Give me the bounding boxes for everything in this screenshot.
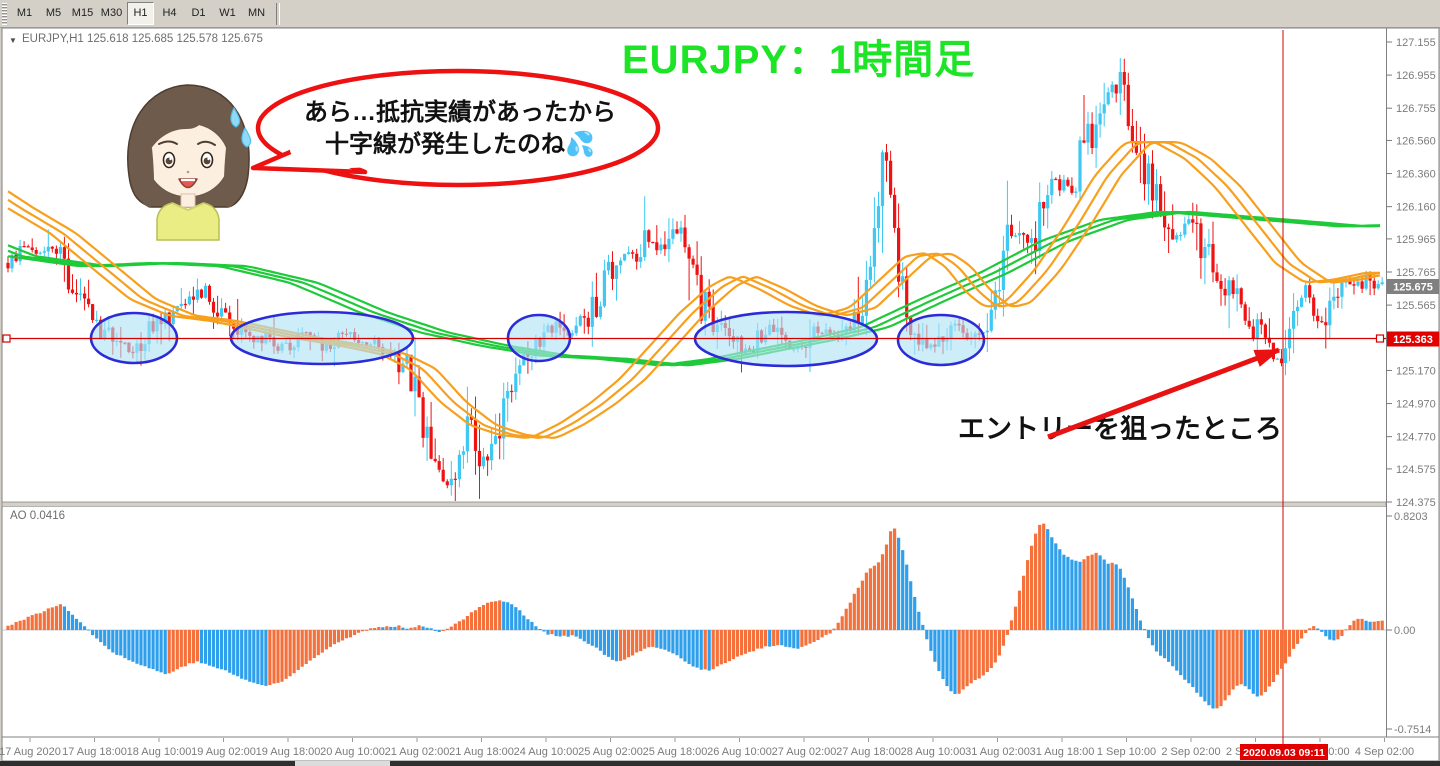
hline-anchor-handle[interactable] (1375, 334, 1385, 343)
time-axis-label: 1 Sep 10:00 (1097, 746, 1156, 758)
price-axis-label: 125.170 (1396, 365, 1436, 377)
svg-text:125.363: 125.363 (1393, 334, 1433, 346)
price-axis-label: 124.970 (1396, 399, 1436, 411)
time-axis-label: 19 Aug 18:00 (256, 746, 321, 758)
ma-fast-line (7, 141, 1381, 439)
window-bottom-edge-segment (295, 761, 390, 766)
bubble-text-line1: あら…抵抗実績があったから (304, 98, 616, 126)
window-bottom-edge (0, 761, 1440, 766)
time-axis-label: 19 Aug 02:00 (191, 746, 256, 758)
ao-axis-label: 0.00 (1394, 625, 1415, 637)
ao-axis-label: 0.8203 (1394, 511, 1428, 523)
price-axis-label: 125.765 (1396, 267, 1436, 279)
timeframe-button-mn[interactable]: MN (247, 7, 266, 19)
speech-bubble: あら…抵抗実績があったから 十字線が発生したのね💦 (250, 68, 661, 188)
price-axis-label: 126.160 (1396, 202, 1436, 214)
time-axis-label: 24 Aug 10:00 (514, 746, 579, 758)
price-axis-label: 125.565 (1396, 300, 1436, 312)
price-axis[interactable]: 127.155 126.955 126.755 126.560 126.360 126.1… (1386, 37, 1436, 736)
price-axis-label: 124.375 (1396, 497, 1436, 509)
ma-slow-line (7, 210, 1381, 367)
time-axis-label: 25 Aug 02:00 (578, 746, 643, 758)
current-price-badge: 125.675 (1387, 279, 1439, 294)
toolbar-separator (276, 2, 280, 25)
ma-slow-line (7, 210, 1381, 367)
timeframe-button-m30[interactable]: M30 (100, 7, 123, 19)
time-axis-label: 21 Aug 02:00 (385, 746, 450, 758)
price-axis-label: 124.575 (1396, 464, 1436, 476)
price-axis-label: 127.155 (1396, 37, 1436, 49)
time-axis-label: 2 Sep 02:00 (1161, 746, 1220, 758)
price-axis-label: 126.360 (1396, 169, 1436, 181)
ao-histogram[interactable] (3, 523, 1386, 709)
time-axis-label: 26 Aug 10:00 (707, 746, 772, 758)
timeframe-button-m15[interactable]: M15 (71, 7, 94, 19)
time-axis-label: 4 Sep 02:00 (1355, 746, 1414, 758)
panel-splitter[interactable] (1, 501, 1387, 508)
entry-arrow (1047, 347, 1281, 440)
time-axis-label: 17 Aug 2020 (0, 746, 61, 758)
timeframe-buttons: M1 M5 M15 M30 H1 H4 D1 W1 MN (11, 2, 272, 25)
price-axis-label: 126.955 (1396, 70, 1436, 82)
symbol-dropdown-icon[interactable]: ▼ (9, 36, 17, 45)
time-axis-label: 20 Aug 10:00 (320, 746, 385, 758)
symbol-ohlc-label: EURJPY,H1 125.618 125.685 125.578 125.67… (22, 33, 263, 45)
time-axis-label: 31 Aug 18:00 (1030, 746, 1095, 758)
crosshair-time-badge: 2020.09.03 09:11 (1240, 744, 1328, 760)
bubble-text-line2: 十字線が発生したのね💦 (325, 128, 595, 158)
ma-fast-line (7, 141, 1381, 439)
ao-indicator-label: AO 0.0416 (10, 510, 65, 522)
time-axis-label: 18 Aug 10:00 (127, 746, 192, 758)
character-illustration (127, 84, 252, 241)
highlight-ellipse (896, 313, 986, 367)
time-axis-label: 28 Aug 10:00 (901, 746, 966, 758)
ao-axis-label: -0.7514 (1394, 724, 1431, 736)
price-axis-label: 124.770 (1396, 432, 1436, 444)
timeframe-button-w1[interactable]: W1 (219, 7, 236, 19)
time-axis-label: 31 Aug 02:00 (965, 746, 1030, 758)
chart-title-overlay: EURJPY：1時間足 (622, 38, 975, 82)
hline-price-badge: 125.363 (1387, 331, 1439, 347)
timeframe-toolbar: M1 M5 M15 M30 H1 H4 D1 W1 MN (0, 0, 1440, 28)
svg-text:2020.09.03 09:11: 2020.09.03 09:11 (1243, 747, 1325, 759)
svg-text:125.675: 125.675 (1393, 282, 1433, 294)
ma-slow-line (7, 210, 1381, 367)
price-axis-label: 126.755 (1396, 103, 1436, 115)
toolbar-grip[interactable] (2, 2, 7, 25)
price-axis-label: 125.965 (1396, 234, 1436, 246)
price-axis-label: 126.560 (1396, 135, 1436, 147)
hline-anchor-handle[interactable] (2, 334, 11, 343)
timeframe-button-d1[interactable]: D1 (191, 7, 206, 19)
time-axis-label: 27 Aug 18:00 (836, 746, 901, 758)
timeframe-button-h1[interactable]: H1 (127, 2, 154, 25)
timeframe-button-h4[interactable]: H4 (162, 7, 177, 19)
time-axis-label: 25 Aug 18:00 (643, 746, 708, 758)
time-axis-label: 17 Aug 18:00 (62, 746, 127, 758)
ao-plot-area[interactable] (3, 507, 1386, 736)
timeframe-button-m5[interactable]: M5 (45, 7, 62, 19)
time-axis-label: 21 Aug 18:00 (449, 746, 514, 758)
entry-annotation-label: エントリーを狙ったところ (958, 414, 1282, 444)
time-axis-label: 27 Aug 02:00 (772, 746, 837, 758)
entry-annotation: エントリーを狙ったところ (958, 347, 1282, 444)
timeframe-button-m1[interactable]: M1 (16, 7, 33, 19)
